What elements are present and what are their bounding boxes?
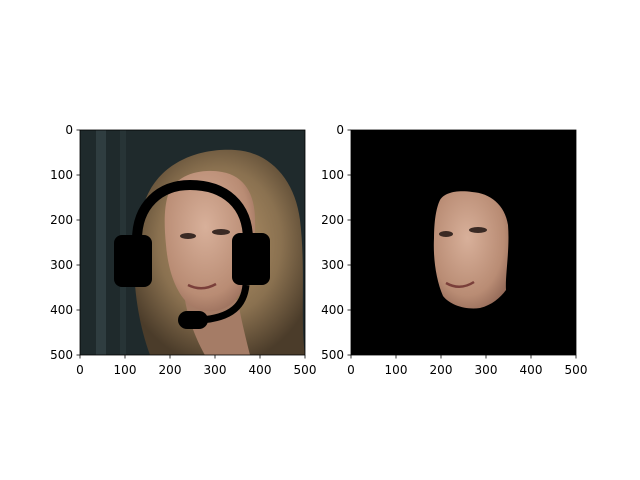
mask-left-eye [439,231,453,237]
left-eye [180,233,196,239]
right-xtick-label-200: 200 [430,363,453,377]
left-ytick-label-300: 300 [50,258,73,272]
right-xtick-label-0: 0 [347,363,355,377]
mask-right-eye [469,227,487,233]
right-axes-frame [350,129,577,356]
left-xtick-label-100: 100 [114,363,137,377]
right-xtick-label-100: 100 [385,363,408,377]
right-earcup [232,233,270,285]
left-xtick-label-0: 0 [76,363,84,377]
mask-mouth [445,280,475,288]
right-ytick-label-200: 200 [321,213,344,227]
right-ytick-label-300: 300 [321,258,344,272]
left-xtick-label-400: 400 [249,363,272,377]
left-image [80,130,305,355]
left-xtick-label-200: 200 [159,363,182,377]
left-window-frame [96,130,106,355]
right-ytick-label-0: 0 [336,123,344,137]
right-eye [212,229,230,235]
left-ytick-label-200: 200 [50,213,73,227]
right-xtick-label-300: 300 [475,363,498,377]
mic-head [178,311,208,329]
left-axes-frame [79,129,306,356]
left-xtick-label-500: 500 [294,363,317,377]
left-earcup [114,235,152,287]
face-mask [433,191,509,309]
right-ytick-label-400: 400 [321,303,344,317]
left-xtick-label-300: 300 [204,363,227,377]
left-ytick-label-400: 400 [50,303,73,317]
headset-overlay [114,179,270,329]
mic-boom [199,284,250,324]
left-ytick-label-500: 500 [50,348,73,362]
right-ytick-label-100: 100 [321,168,344,182]
right-xtick-label-400: 400 [520,363,543,377]
left-ytick-label-0: 0 [65,123,73,137]
right-ytick-label-500: 500 [321,348,344,362]
right-image [351,130,576,355]
left-ytick-label-100: 100 [50,168,73,182]
headband [132,179,253,241]
mouth [187,282,217,290]
right-xtick-label-500: 500 [565,363,588,377]
